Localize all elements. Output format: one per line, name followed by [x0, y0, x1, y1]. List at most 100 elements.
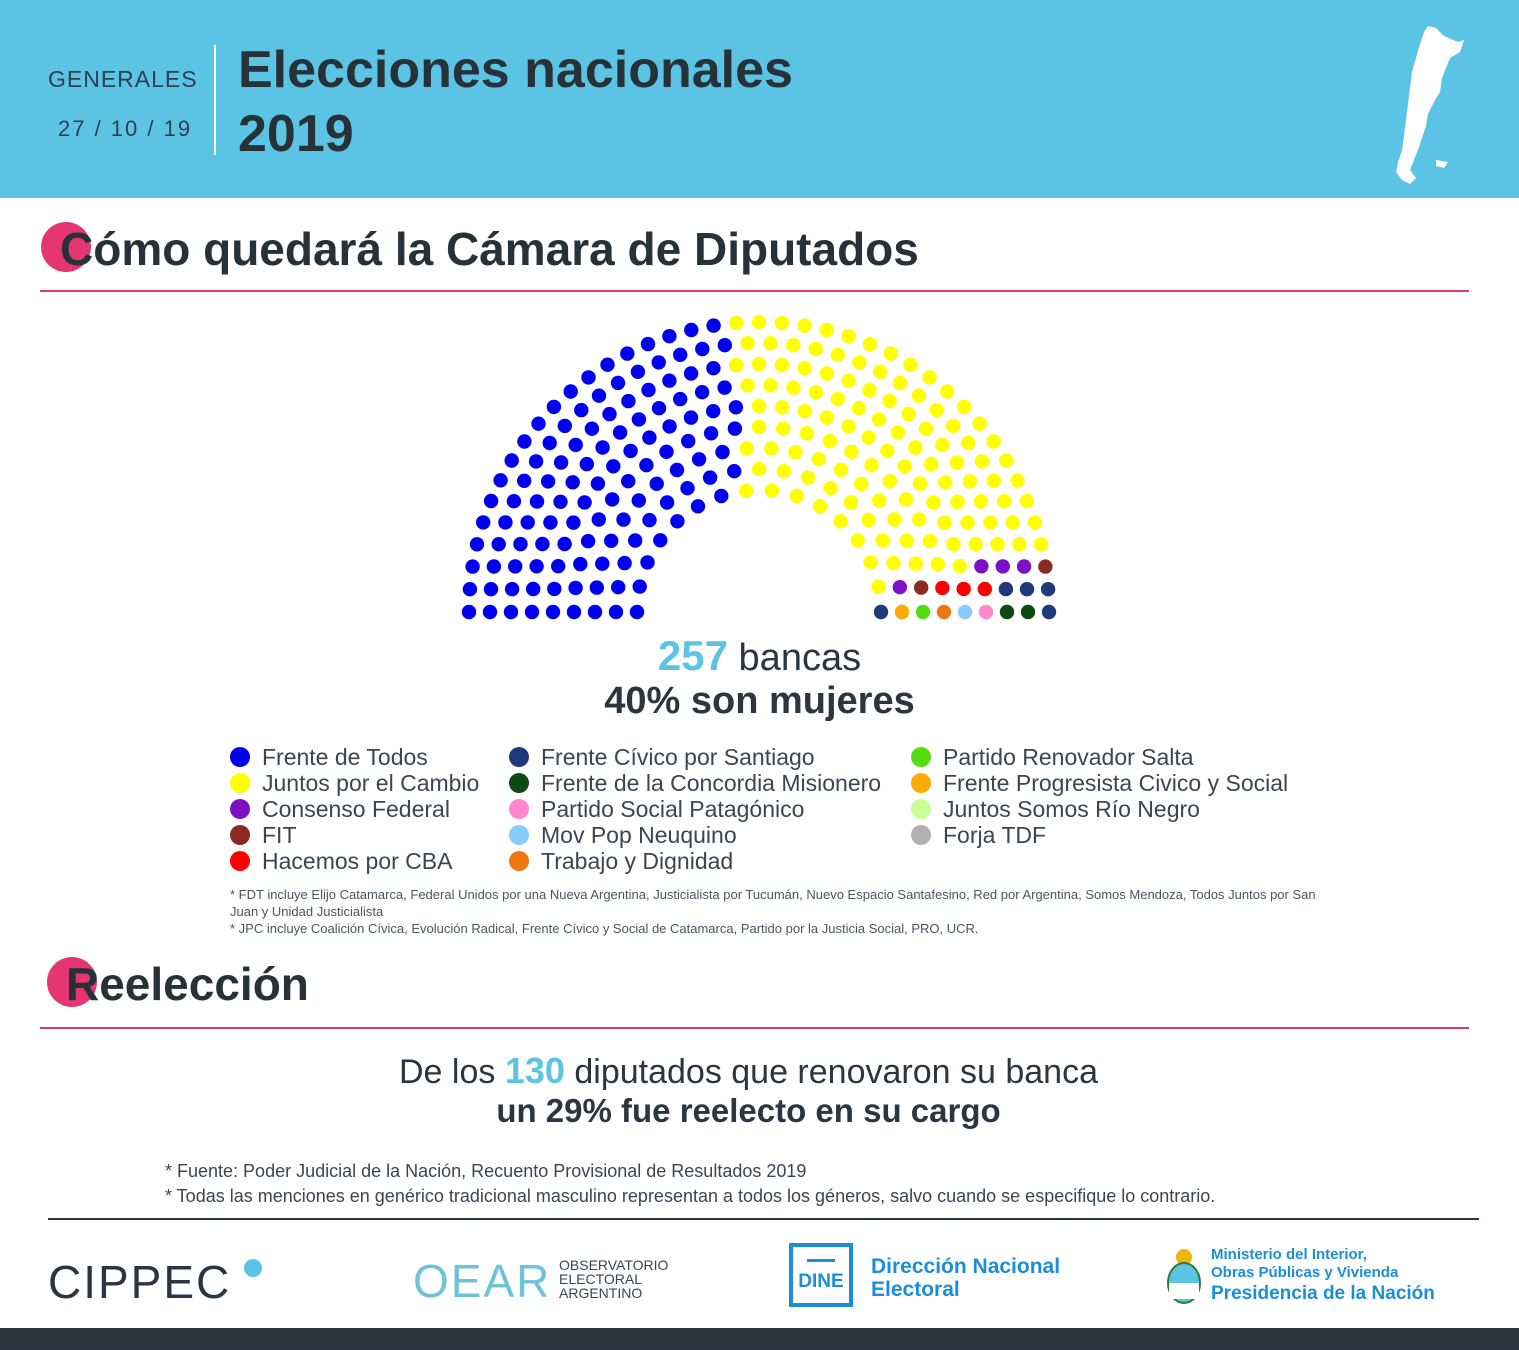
- seat-dot: [872, 364, 888, 379]
- legend-swatch: [230, 799, 250, 819]
- argentina-map-icon: [1396, 26, 1464, 184]
- seat-dot: [841, 373, 856, 388]
- seat-dot: [546, 399, 562, 415]
- seat-dot: [775, 421, 791, 436]
- seat-dot: [788, 444, 803, 460]
- seat-dot: [590, 476, 606, 491]
- footnote-source: * Fuente: Poder Judicial de la Nación, R…: [165, 1161, 807, 1181]
- seat-dot: [774, 357, 790, 373]
- footer-divider: [48, 1218, 1479, 1220]
- note-jpc: * JPC incluye Coalición Cívica, Evolució…: [230, 921, 979, 936]
- seat-dot: [800, 470, 816, 485]
- seat-dot: [680, 481, 695, 496]
- seat-dot: [691, 452, 707, 467]
- seat-dot: [695, 341, 710, 357]
- seat-dot: [1041, 604, 1057, 620]
- seat-dot: [812, 499, 828, 514]
- seat-dot: [683, 366, 699, 381]
- seat-dot: [1005, 515, 1020, 530]
- seat-dot: [822, 433, 837, 449]
- seat-dot: [566, 604, 582, 620]
- seat-dot: [702, 470, 718, 485]
- seat-dot: [1033, 537, 1049, 552]
- seat-dot: [751, 461, 767, 477]
- seat-dot: [573, 556, 588, 572]
- seat-dot: [968, 536, 983, 552]
- seat-dot: [871, 579, 886, 594]
- seat-dot: [819, 410, 835, 425]
- coalition-notes: * FDT incluye Elijo Catamarca, Federal U…: [230, 886, 1330, 937]
- seat-dot: [717, 338, 732, 353]
- seat-dot: [797, 318, 812, 333]
- legend-swatch: [911, 825, 931, 845]
- oear-text-line: OBSERVATORIO: [559, 1257, 669, 1273]
- seat-dot: [851, 401, 867, 416]
- seat-dot: [659, 444, 674, 459]
- seat-dot: [542, 435, 557, 451]
- seat-dot: [605, 492, 620, 507]
- seat-dot: [861, 430, 876, 445]
- seat-dot: [946, 536, 961, 552]
- seat-dot: [729, 315, 744, 331]
- seat-dot: [797, 361, 812, 376]
- seat-dot: [996, 494, 1012, 509]
- seat-dot: [631, 493, 646, 508]
- seat-dot: [961, 435, 976, 451]
- legend-swatch: [509, 851, 529, 871]
- seat-dot: [862, 382, 877, 398]
- seat-dot: [580, 534, 596, 549]
- seat-dot: [949, 455, 965, 470]
- seat-dot: [629, 604, 645, 620]
- seat-dot: [929, 402, 944, 418]
- seat-dot: [621, 474, 636, 489]
- seat-dot: [508, 559, 523, 574]
- seat-dot: [526, 581, 541, 597]
- seat-dot: [922, 534, 938, 549]
- seat-dot: [854, 476, 869, 491]
- seat-dot: [763, 378, 778, 393]
- note-fdt: * FDT incluye Elijo Catamarca, Federal U…: [230, 887, 1316, 919]
- seat-dot: [1019, 582, 1035, 597]
- legend-swatch: [230, 747, 250, 767]
- legend-label: Juntos por el Cambio: [262, 770, 480, 796]
- seat-dot: [620, 346, 635, 361]
- seat-dot: [823, 481, 838, 496]
- seat-dot: [529, 559, 544, 574]
- seat-dot: [503, 604, 519, 620]
- seat-dot: [751, 356, 767, 372]
- seat-dot: [483, 493, 499, 509]
- seat-dot: [616, 512, 631, 527]
- seat-dot: [717, 380, 732, 395]
- legend-swatch: [230, 773, 250, 793]
- seat-dot: [830, 391, 845, 407]
- dine-text-line: Electoral: [871, 1278, 960, 1301]
- header-date: 27 / 10 / 19: [58, 116, 193, 141]
- seat-dot: [892, 580, 907, 595]
- seat-dot: [956, 399, 972, 415]
- reelection-pre: De los: [399, 1053, 496, 1091]
- seat-dot: [670, 514, 685, 529]
- seat-dot: [498, 515, 513, 530]
- seat-dot: [1010, 473, 1025, 488]
- seat-dot: [728, 357, 744, 373]
- seat-dot: [520, 515, 535, 530]
- seat-dot: [983, 515, 998, 530]
- seat-dot: [465, 559, 480, 574]
- seat-dot: [946, 418, 961, 434]
- seat-dot: [974, 559, 989, 574]
- header-banner: GENERALES 27 / 10 / 19 Elecciones nacion…: [0, 0, 1519, 198]
- reelection-post: diputados que renovaron su banca: [574, 1053, 1098, 1091]
- seat-dot: [764, 483, 779, 498]
- seat-dot: [841, 329, 856, 344]
- seat-dot: [535, 536, 550, 552]
- legend-swatch: [911, 747, 931, 767]
- seat-dot: [591, 512, 606, 527]
- legend-swatch: [911, 799, 931, 819]
- seat-dot: [871, 412, 887, 427]
- seat-dot: [1020, 604, 1036, 620]
- seat-dot: [714, 488, 729, 504]
- seat-dot: [843, 495, 859, 510]
- legend-swatch: [230, 851, 250, 871]
- seat-dot: [545, 604, 561, 620]
- seat-dot: [940, 384, 955, 399]
